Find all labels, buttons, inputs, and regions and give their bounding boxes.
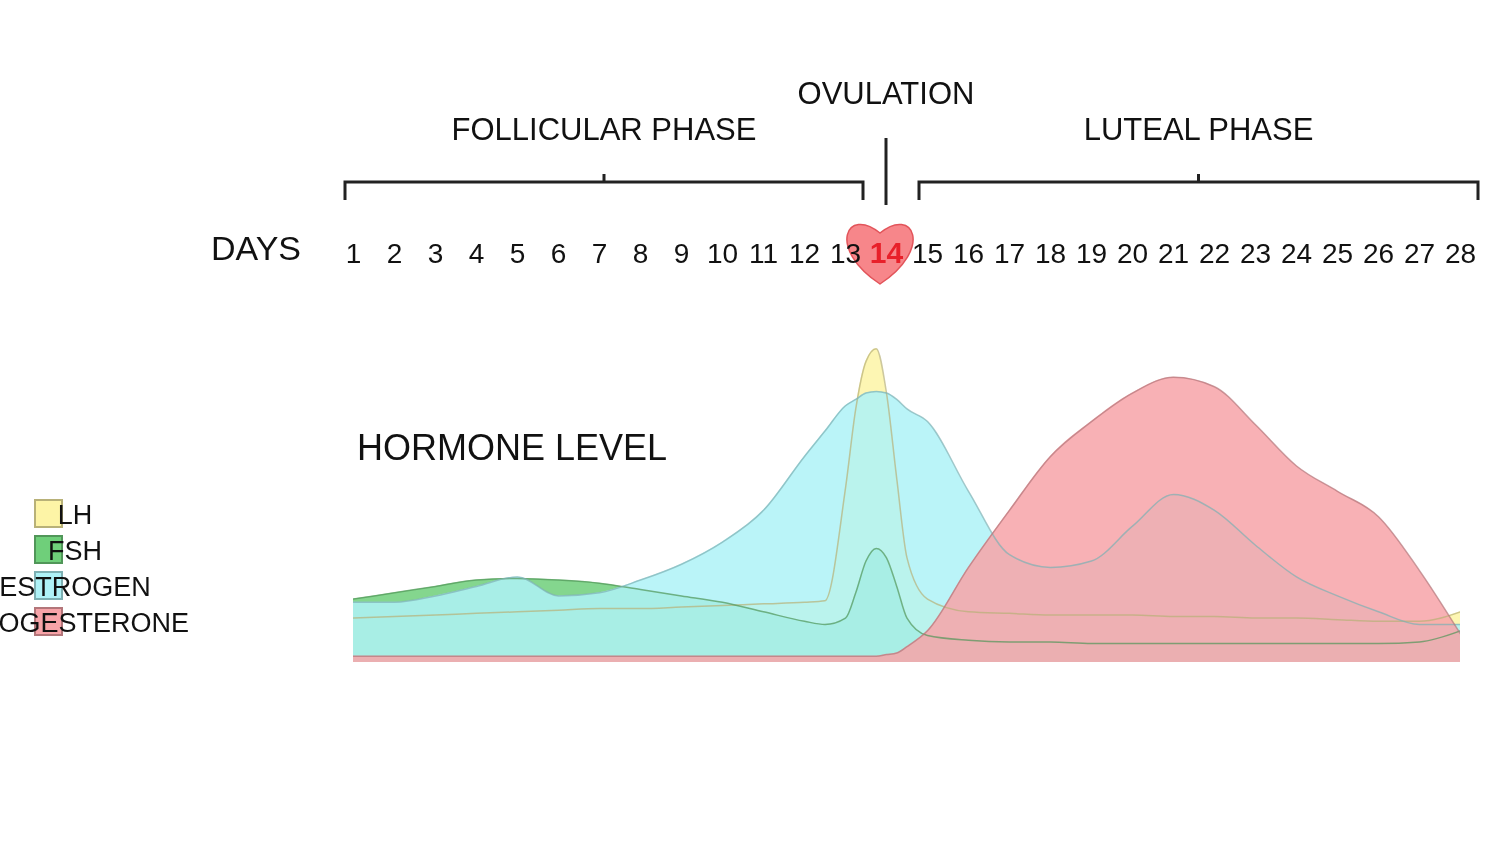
svg-text:17: 17 <box>994 238 1025 269</box>
svg-text:22: 22 <box>1199 238 1230 269</box>
svg-text:26: 26 <box>1363 238 1394 269</box>
svg-text:5: 5 <box>510 238 526 269</box>
svg-text:28: 28 <box>1445 238 1476 269</box>
svg-text:LH: LH <box>58 500 93 530</box>
svg-text:6: 6 <box>551 238 567 269</box>
svg-text:4: 4 <box>469 238 485 269</box>
svg-text:HORMONE LEVEL: HORMONE LEVEL <box>357 427 667 468</box>
svg-text:FOLLICULAR PHASE: FOLLICULAR PHASE <box>452 112 757 147</box>
svg-text:24: 24 <box>1281 238 1312 269</box>
svg-text:20: 20 <box>1117 238 1148 269</box>
svg-text:16: 16 <box>953 238 984 269</box>
svg-text:OVULATION: OVULATION <box>798 76 975 111</box>
svg-text:FSH: FSH <box>48 536 102 566</box>
svg-text:23: 23 <box>1240 238 1271 269</box>
svg-text:PROGESTERONE: PROGESTERONE <box>0 608 189 638</box>
svg-text:9: 9 <box>674 238 690 269</box>
svg-text:7: 7 <box>592 238 608 269</box>
svg-text:2: 2 <box>387 238 403 269</box>
svg-text:12: 12 <box>789 238 820 269</box>
svg-text:27: 27 <box>1404 238 1435 269</box>
svg-text:13: 13 <box>830 238 861 269</box>
svg-text:3: 3 <box>428 238 444 269</box>
svg-text:ESTROGEN: ESTROGEN <box>0 572 151 602</box>
svg-text:18: 18 <box>1035 238 1066 269</box>
svg-text:8: 8 <box>633 238 649 269</box>
svg-text:15: 15 <box>912 238 943 269</box>
svg-text:19: 19 <box>1076 238 1107 269</box>
svg-text:25: 25 <box>1322 238 1353 269</box>
svg-text:1: 1 <box>346 238 362 269</box>
svg-text:LUTEAL PHASE: LUTEAL PHASE <box>1084 112 1314 147</box>
svg-text:21: 21 <box>1158 238 1189 269</box>
svg-text:10: 10 <box>707 238 738 269</box>
svg-text:14: 14 <box>870 236 904 269</box>
svg-text:11: 11 <box>749 238 778 269</box>
svg-text:DAYS: DAYS <box>211 229 301 267</box>
